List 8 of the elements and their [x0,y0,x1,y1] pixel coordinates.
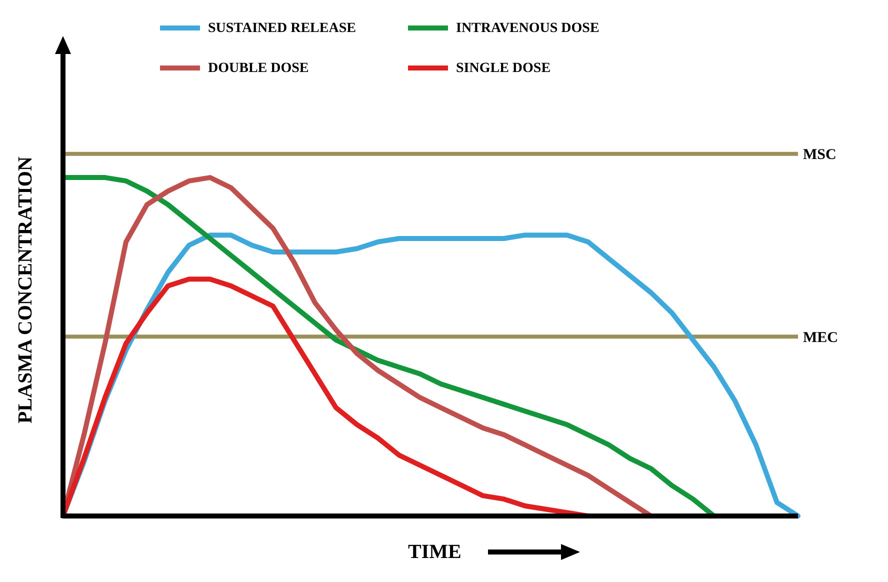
y-axis-title: PLASMA CONCENTRATION [14,156,38,423]
legend-label: DOUBLE DOSE [207,60,310,76]
legend-label: INTRAVENOUS DOSE [455,20,600,36]
x-axis-title: TIME [408,541,462,563]
ref-line-label: MSC [803,147,836,164]
ref-line-label: MEC [803,330,838,346]
legend-label: SUSTAINED RELEASE [207,20,357,36]
legend-label: SINGLE DOSE [455,60,552,76]
